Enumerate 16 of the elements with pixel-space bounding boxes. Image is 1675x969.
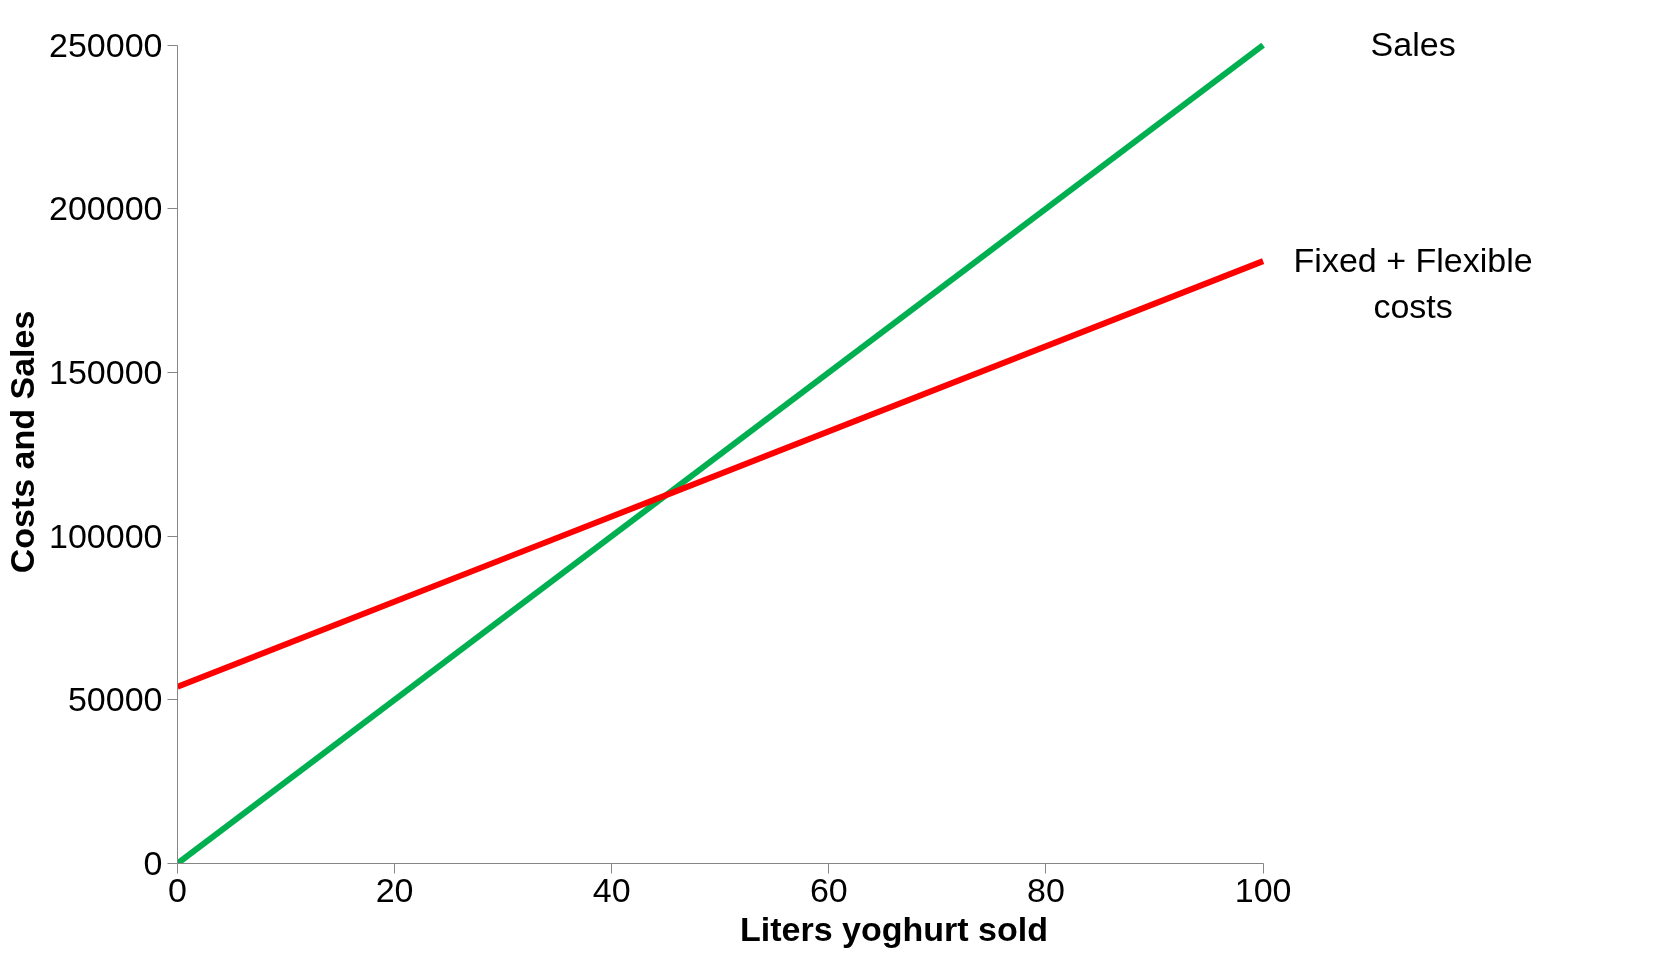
- y-tick-label: 150000: [49, 352, 163, 391]
- text: Sales: [1370, 25, 1456, 64]
- y-tick-label: 0: [143, 844, 163, 882]
- series-label: Fixed + Flexible costs: [1293, 241, 1533, 325]
- x-tick-label: 80: [1027, 870, 1065, 909]
- x-tick-label: 60: [809, 870, 848, 909]
- y-tick-label: 250000: [49, 25, 163, 64]
- x-axis-title: Liters yoghurt sold: [740, 909, 1048, 948]
- y-tick-label: 100000: [49, 516, 163, 555]
- y-axis-title: Costs and Sales: [3, 310, 42, 574]
- x-tick-label: 40: [592, 870, 631, 909]
- y-tick-label: 200000: [49, 189, 163, 228]
- x-tick-label: 100: [1234, 870, 1292, 909]
- x-tick-label: 0: [168, 870, 187, 909]
- y-tick-label: 50000: [67, 680, 163, 719]
- x-tick-label: 20: [375, 870, 414, 909]
